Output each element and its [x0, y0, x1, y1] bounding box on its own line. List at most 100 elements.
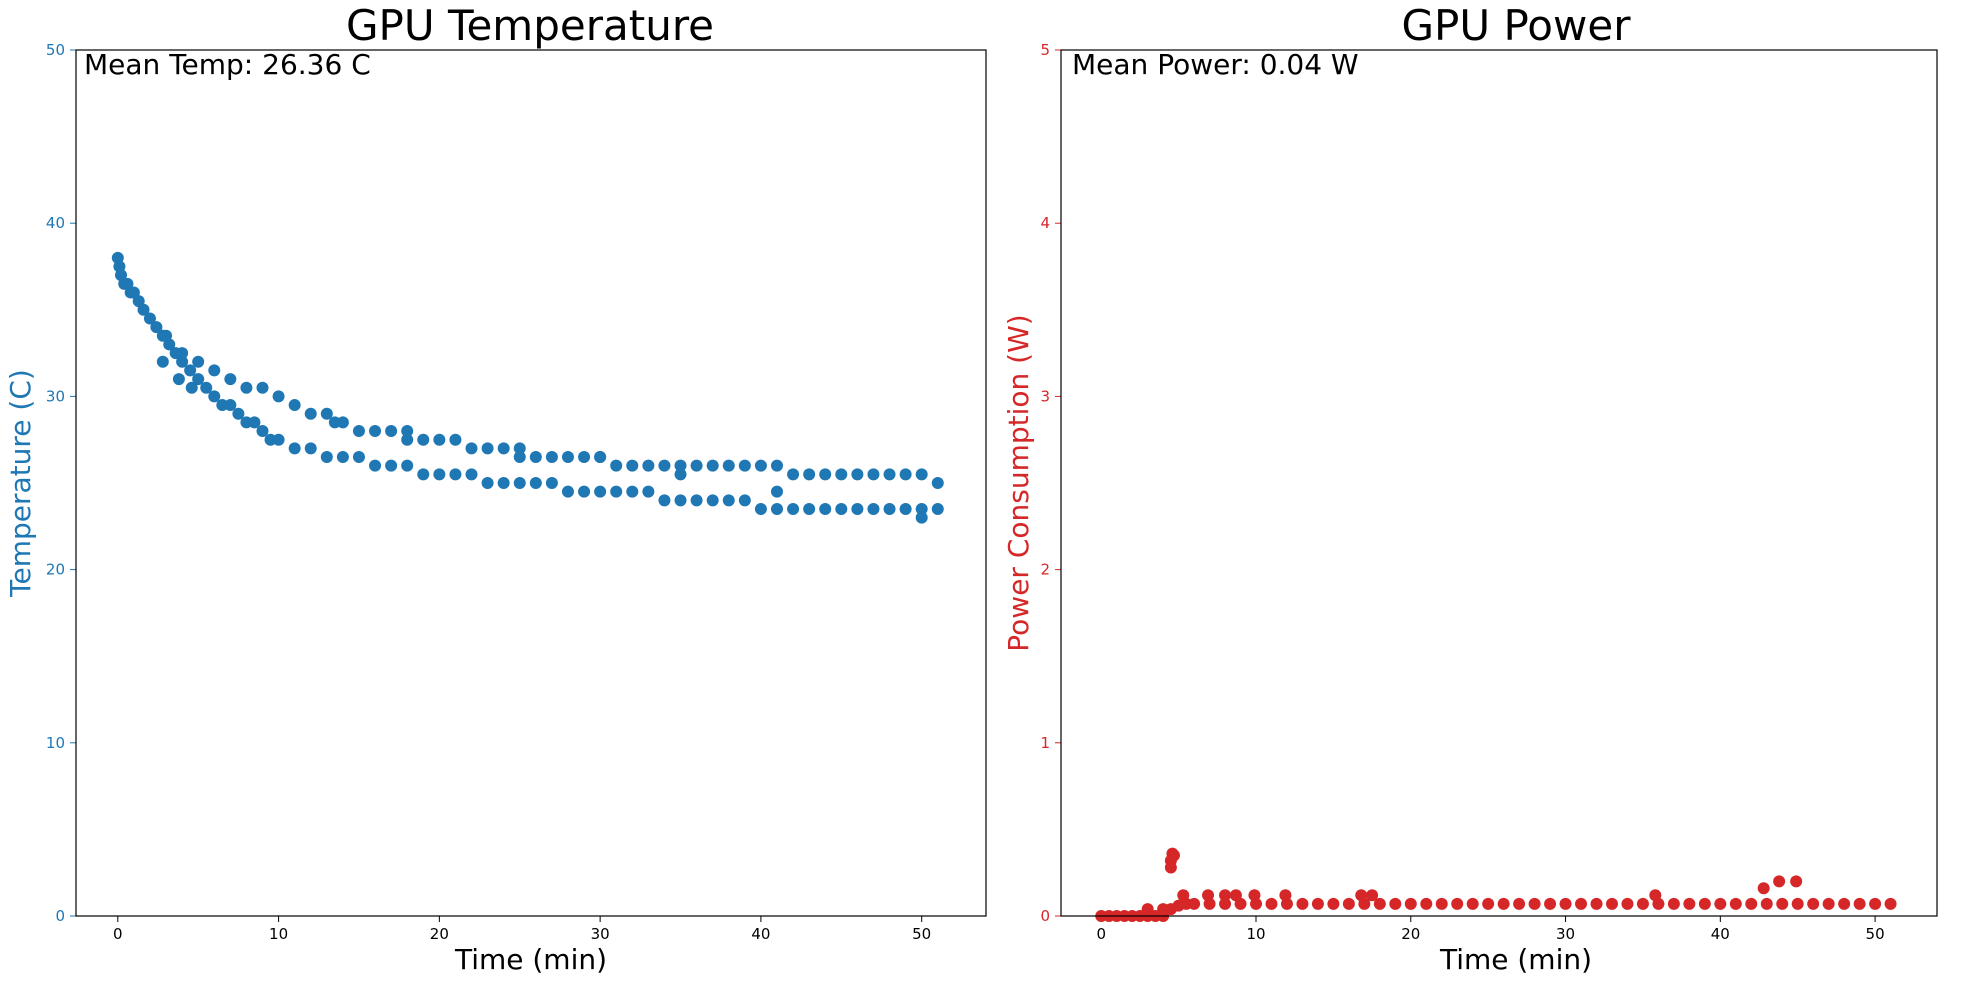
temperature-data-point	[513, 442, 526, 455]
temperature-data-point	[433, 468, 446, 481]
temperature-data-point	[722, 459, 735, 472]
temperature-y-tick-label: 20	[46, 561, 65, 579]
power-y-tick-label: 4	[1040, 214, 1050, 232]
temperature-data-point	[481, 442, 494, 455]
temperature-data-point	[931, 477, 944, 489]
temperature-data-point	[529, 477, 542, 489]
power-data-point	[1636, 897, 1649, 910]
power-chart-title: GPU Power	[1402, 1, 1632, 50]
power-y-tick-label: 3	[1040, 387, 1050, 405]
power-data-point	[1366, 889, 1379, 902]
power-x-tick-label: 50	[1866, 925, 1885, 943]
power-data-point	[1219, 889, 1232, 902]
temperature-data-point	[610, 485, 623, 498]
power-data-point	[1791, 897, 1804, 910]
temperature-data-point	[208, 390, 221, 403]
temperature-data-point	[610, 459, 623, 472]
power-data-point	[1790, 875, 1803, 888]
power-data-point	[1649, 889, 1662, 902]
power-x-tick-label: 30	[1556, 925, 1575, 943]
power-data-point	[1202, 889, 1215, 902]
temperature-y-tick-label: 10	[46, 734, 65, 752]
temperature-mean-annotation: Mean Temp: 26.36 C	[84, 48, 371, 81]
temperature-panel: GPU Temperature 0 10 20 30 40 50 0 10 20 30 40 50 M…	[4, 1, 987, 976]
temperature-data-point	[690, 494, 703, 507]
power-data-point	[1513, 897, 1526, 910]
temperature-data-point	[803, 502, 816, 515]
temperature-x-tick-label: 20	[430, 925, 449, 943]
power-data-point	[1869, 897, 1882, 910]
temperature-data-point	[674, 459, 687, 472]
power-data-point	[1327, 897, 1340, 910]
temperature-data-point	[770, 459, 783, 472]
temperature-data-point	[851, 502, 864, 515]
temperature-data-point	[192, 373, 205, 386]
temperature-data-point	[137, 303, 150, 316]
temperature-data-point	[288, 442, 301, 455]
power-data-point	[1157, 903, 1170, 916]
temperature-data-point	[272, 433, 285, 446]
power-y-tick-label: 5	[1040, 41, 1050, 59]
power-data-point	[1528, 897, 1541, 910]
temperature-data-point	[658, 459, 671, 472]
power-data-point	[1466, 897, 1479, 910]
power-data-point	[1773, 875, 1786, 888]
temperature-data-point	[754, 502, 767, 515]
power-data-point	[1757, 882, 1770, 895]
temperature-data-point	[706, 494, 719, 507]
temperature-data-point	[449, 468, 462, 481]
temperature-data-point	[385, 425, 398, 438]
temperature-y-tick-label: 50	[46, 41, 65, 59]
temperature-x-tick-label: 0	[113, 925, 123, 943]
temperature-data-point	[401, 433, 414, 446]
power-y-tick-label: 1	[1040, 734, 1050, 752]
temperature-data-point	[561, 451, 574, 464]
temperature-data-point	[224, 399, 237, 412]
temperature-data-point	[674, 494, 687, 507]
temperature-data-point	[369, 425, 382, 438]
temperature-chart-title: GPU Temperature	[346, 1, 714, 50]
power-data-point	[1760, 897, 1773, 910]
power-data-point	[1167, 849, 1180, 862]
temperature-data-point	[240, 381, 253, 394]
temperature-data-point	[401, 459, 414, 472]
temperature-data-point	[578, 451, 591, 464]
temperature-data-point	[192, 355, 205, 368]
power-data-point	[1311, 897, 1324, 910]
temperature-data-point	[626, 485, 639, 498]
temperature-data-point	[867, 502, 880, 515]
power-data-point	[1265, 897, 1278, 910]
temperature-data-point	[497, 477, 510, 489]
temperature-x-tick-label: 10	[269, 925, 288, 943]
temperature-data-point	[481, 477, 494, 489]
temperature-data-point	[320, 451, 333, 464]
power-data-point	[1279, 889, 1292, 902]
temperature-data-point	[417, 433, 430, 446]
temperature-data-point	[658, 494, 671, 507]
temperature-data-point	[835, 468, 848, 481]
temperature-data-point	[336, 451, 349, 464]
temperature-data-point	[722, 494, 735, 507]
power-data-point	[1420, 897, 1433, 910]
power-data-point	[1404, 897, 1417, 910]
temperature-data-point	[176, 355, 189, 368]
temperature-data-point	[883, 502, 896, 515]
temperature-data-point	[770, 502, 783, 515]
temperature-data-point	[738, 459, 751, 472]
temperature-data-point	[674, 468, 687, 481]
temperature-data-point	[706, 459, 719, 472]
power-data-point	[1807, 897, 1820, 910]
temperature-data-point	[401, 425, 414, 438]
power-data-point	[1605, 897, 1618, 910]
temperature-data-point	[143, 312, 156, 325]
temperature-plot-frame	[75, 49, 987, 917]
temperature-data-point	[642, 459, 655, 472]
temperature-y-tick-label: 0	[55, 907, 65, 925]
power-data-point	[1853, 897, 1866, 910]
temperature-data-point	[200, 381, 213, 394]
power-data-point	[1822, 897, 1835, 910]
power-data-point	[1342, 897, 1355, 910]
temperature-data-point	[304, 407, 317, 420]
temperature-data-point	[449, 433, 462, 446]
temperature-data-point	[465, 442, 478, 455]
